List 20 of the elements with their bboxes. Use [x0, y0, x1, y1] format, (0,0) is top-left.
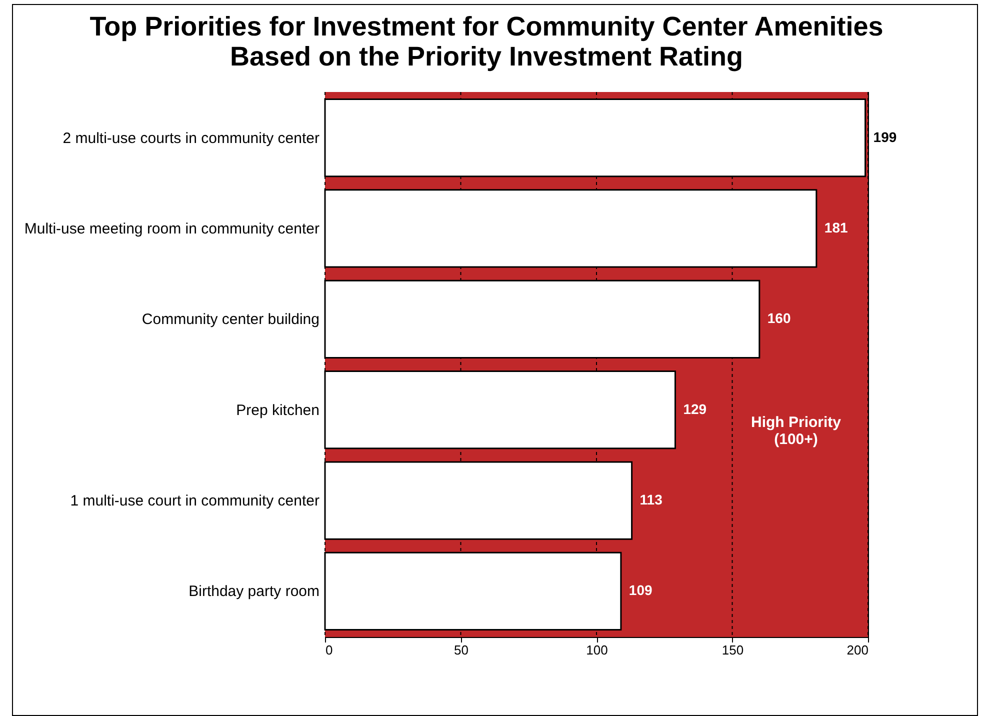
data-label: 109 — [628, 582, 653, 598]
x-tick-label: 150 — [722, 642, 744, 658]
x-tick-label: 100 — [586, 642, 608, 658]
y-tick-label: Community center building — [142, 311, 320, 328]
data-label: 181 — [824, 219, 848, 236]
y-tick-label: Prep kitchen — [236, 402, 320, 419]
band-label: High Priority (100+) — [750, 414, 842, 448]
x-tick-label: 0 — [326, 642, 333, 658]
x-tick-label: 200 — [846, 642, 868, 658]
chart-title: Top Priorities for Investment for Community Center Amenities — [90, 12, 884, 42]
y-tick-label: Multi-use meeting room in community center — [24, 220, 320, 238]
data-label: 113 — [640, 492, 663, 508]
data-label: 129 — [683, 400, 707, 417]
y-tick-label: Birthday party room — [188, 583, 320, 600]
y-tick-label: 2 multi-use courts in community center — [62, 130, 320, 147]
chart-subtitle: Based on the Priority Investment Rating — [230, 42, 744, 72]
y-tick-label: 1 multi-use court in community center — [70, 492, 320, 510]
data-label: 199 — [873, 128, 897, 145]
x-tick-label: 50 — [454, 642, 468, 658]
data-label: 160 — [767, 310, 791, 326]
